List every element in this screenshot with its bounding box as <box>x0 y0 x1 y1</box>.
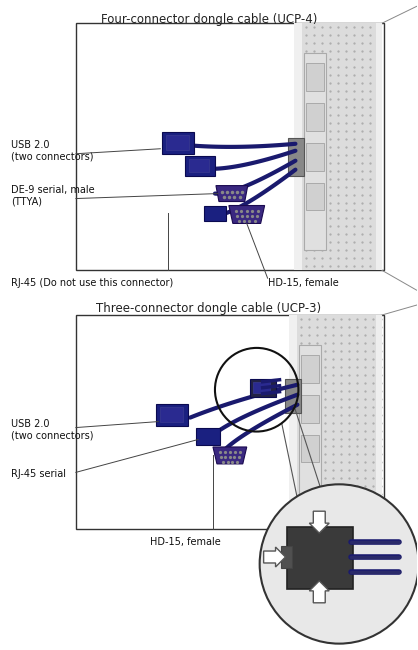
FancyArrow shape <box>309 511 329 533</box>
FancyBboxPatch shape <box>253 382 270 393</box>
FancyBboxPatch shape <box>289 315 298 529</box>
FancyBboxPatch shape <box>299 345 321 509</box>
FancyBboxPatch shape <box>76 23 384 270</box>
FancyBboxPatch shape <box>306 143 324 171</box>
FancyBboxPatch shape <box>196 428 220 445</box>
Polygon shape <box>213 447 247 464</box>
FancyBboxPatch shape <box>294 23 382 270</box>
FancyBboxPatch shape <box>301 395 319 423</box>
FancyBboxPatch shape <box>166 135 189 150</box>
Polygon shape <box>229 205 265 224</box>
Text: RJ-45 serial: RJ-45 serial <box>11 469 66 479</box>
Text: USB 2.0
(two connectors): USB 2.0 (two connectors) <box>11 140 94 162</box>
FancyBboxPatch shape <box>280 546 293 568</box>
FancyBboxPatch shape <box>162 132 194 154</box>
Text: DE-9 serial, male
(TTYA): DE-9 serial, male (TTYA) <box>11 185 95 206</box>
Text: USB 2.0
(two connectors): USB 2.0 (two connectors) <box>11 419 94 440</box>
FancyBboxPatch shape <box>288 527 353 589</box>
FancyBboxPatch shape <box>204 205 226 222</box>
FancyBboxPatch shape <box>304 53 326 250</box>
FancyArrow shape <box>264 547 285 567</box>
Polygon shape <box>216 186 248 202</box>
FancyBboxPatch shape <box>288 138 304 176</box>
FancyBboxPatch shape <box>156 404 188 426</box>
Text: Four-connector dongle cable (UCP-4): Four-connector dongle cable (UCP-4) <box>101 14 317 27</box>
FancyArrow shape <box>309 581 329 603</box>
FancyBboxPatch shape <box>160 407 183 422</box>
FancyBboxPatch shape <box>376 23 382 270</box>
FancyBboxPatch shape <box>306 63 324 91</box>
Circle shape <box>260 484 418 644</box>
Text: Three-connector dongle cable (UCP-3): Three-connector dongle cable (UCP-3) <box>97 302 321 315</box>
Text: RJ-45 (Do not use this connector): RJ-45 (Do not use this connector) <box>11 278 173 288</box>
FancyBboxPatch shape <box>76 315 384 529</box>
FancyBboxPatch shape <box>250 379 275 396</box>
FancyBboxPatch shape <box>189 159 209 172</box>
FancyBboxPatch shape <box>306 103 324 131</box>
FancyBboxPatch shape <box>301 355 319 383</box>
FancyBboxPatch shape <box>289 315 382 529</box>
FancyBboxPatch shape <box>376 315 382 529</box>
FancyBboxPatch shape <box>301 435 319 462</box>
FancyBboxPatch shape <box>185 156 215 176</box>
FancyBboxPatch shape <box>306 183 324 211</box>
Text: HD-15, female: HD-15, female <box>150 537 221 547</box>
FancyBboxPatch shape <box>285 379 301 413</box>
Text: HD-15, female: HD-15, female <box>268 278 338 288</box>
FancyBboxPatch shape <box>294 23 302 270</box>
